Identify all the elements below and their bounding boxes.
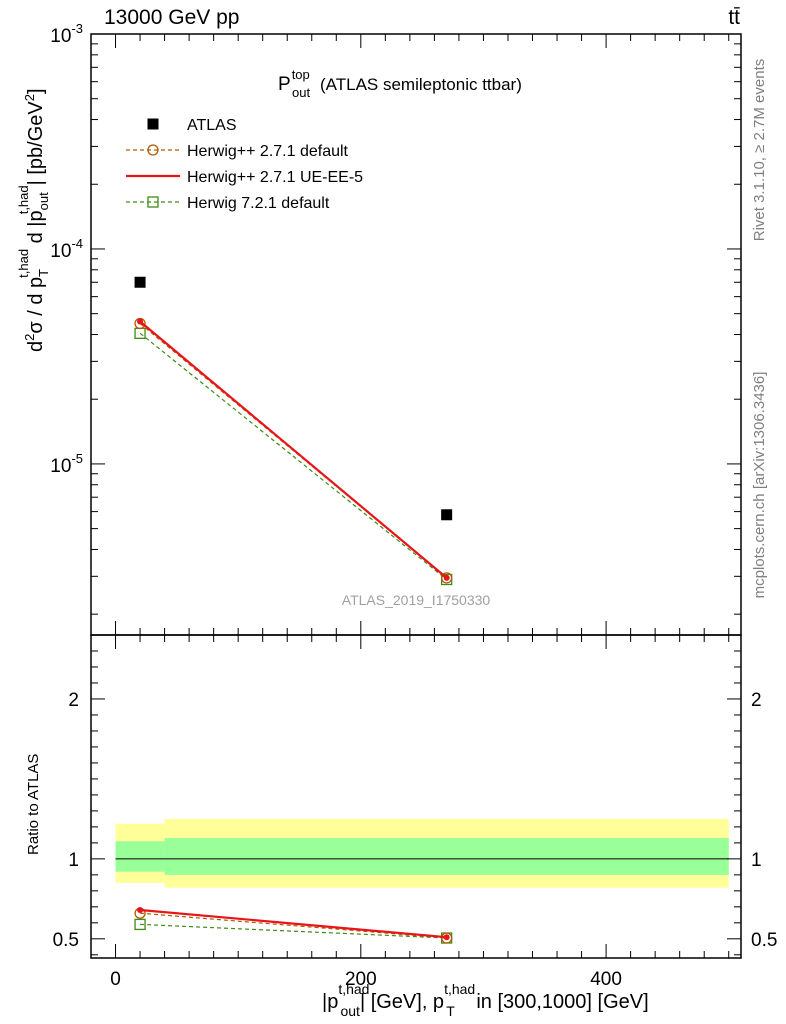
legend-label: ATLAS [187, 117, 237, 134]
legend: ATLAS Herwig++ 2.7.1 default Herwig++ 2.7.… [126, 117, 363, 212]
main-point-atlas [441, 509, 453, 521]
ratio-y-axis-label: Ratio to ATLAS [25, 754, 42, 855]
y-axis-label: d2σ / d pTt,had d |poutt,had| [pb/GeV2] [16, 88, 51, 352]
chart-title: Ptop out (ATLAS semileptonic ttbar) [278, 67, 522, 100]
main-point-herwig-7-2-1-default [134, 327, 146, 339]
main-point-herwig-2-7-1-ue-ee-5 [443, 574, 450, 581]
ratio-point-herwig-2-7-1-ue-ee-5 [137, 907, 144, 914]
ratio-series-line-herwig-2-7-1-default [140, 912, 447, 939]
main-series-line-herwig-7-2-1-default [139, 332, 448, 580]
ratio-y-tick-label: 0.5 [53, 930, 79, 951]
mcplots-reference-label: mcplots.cern.ch [arXiv:1306.3436] [751, 372, 768, 599]
legend-marker [147, 196, 159, 208]
main-point-herwig-2-7-1-ue-ee-5 [137, 318, 144, 325]
ratio-y-tick-label: 2 [68, 690, 79, 711]
x-tick-label: 0 [110, 969, 121, 990]
y-tick-label: 10-4 [50, 236, 83, 262]
x-tick-label: 400 [590, 969, 622, 990]
ratio-point-herwig-7-2-1-default [134, 918, 146, 931]
header-process: tt̄ [728, 6, 740, 29]
main-point-atlas [134, 276, 146, 288]
ratio-y-tick-label-right: 1 [751, 850, 762, 871]
main-series-line-herwig-2-7-1-ue-ee-5 [139, 320, 448, 579]
ratio-y-tick-label: 1 [68, 850, 79, 871]
ratio-plot-frame [90, 634, 742, 959]
ratio-y-tick-label-right: 0.5 [751, 930, 777, 951]
ratio-series-line-herwig-7-2-1-default [140, 923, 447, 939]
ratio-plot-axes: 0 200 400 0.5 0.5 1 1 2 2 Ratio to ATLAS |pt,had ou… [25, 634, 777, 1019]
uncertainty-band-inner [164, 838, 729, 875]
y-tick-label: 10-3 [50, 21, 83, 47]
main-plot-axes: 10-5 10-4 10-3 Ptop out (ATLAS semileptonic t… [16, 21, 742, 636]
ratio-series-line-herwig-2-7-1-ue-ee-5 [140, 908, 447, 939]
x-tick-label: 200 [345, 969, 377, 990]
header-energy: 13000 GeV pp [104, 6, 240, 29]
main-point-herwig-2-7-1-default [441, 572, 453, 584]
legend-marker [147, 144, 159, 156]
legend-label: Herwig++ 2.7.1 default [187, 143, 349, 160]
x-axis-label: |pt,had out| [GeV], pt,had T in [300,1000]… [322, 981, 649, 1019]
uncertainty-band-inner [115, 841, 165, 872]
legend-label: Herwig 7.2.1 default [187, 195, 330, 212]
ratio-point-herwig-2-7-1-default [441, 932, 453, 944]
legend-marker [147, 118, 159, 130]
y-tick-label: 10-5 [50, 451, 83, 477]
ratio-y-tick-label-right: 2 [751, 690, 762, 711]
analysis-watermark: ATLAS_2019_I1750330 [342, 592, 491, 608]
ratio-point-herwig-2-7-1-ue-ee-5 [443, 934, 450, 941]
legend-label: Herwig++ 2.7.1 UE-EE-5 [187, 169, 363, 186]
rivet-version-label: Rivet 3.1.10, ≥ 2.7M events [751, 59, 768, 242]
